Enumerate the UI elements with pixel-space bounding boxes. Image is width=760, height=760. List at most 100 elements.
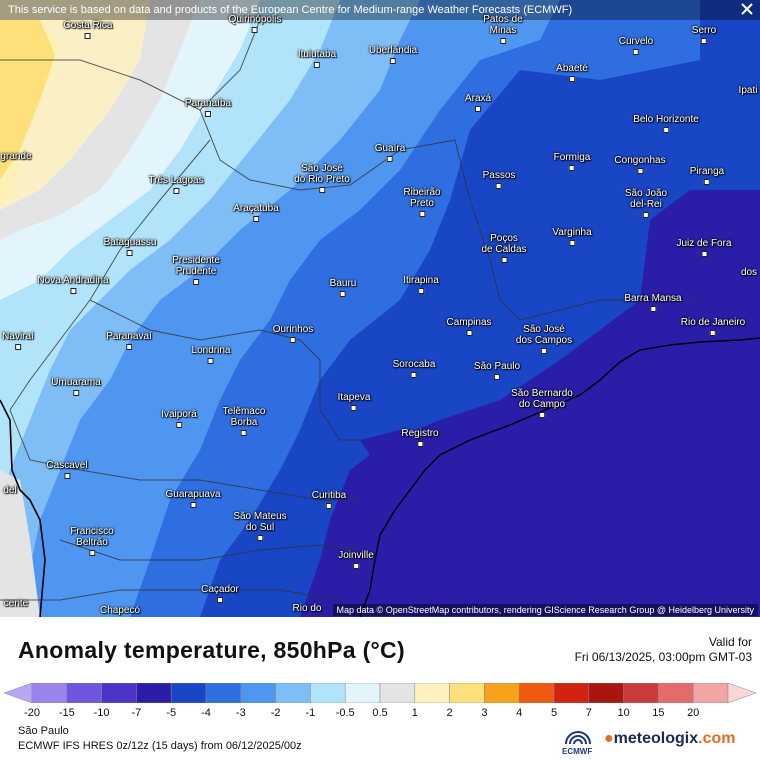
colorbar-tick-label: 1 bbox=[411, 707, 418, 719]
city-marker bbox=[85, 33, 91, 39]
city-label[interactable]: Ivaiporã bbox=[161, 409, 197, 428]
city-label[interactable]: Curitiba bbox=[312, 490, 346, 509]
city-label[interactable]: Campinas bbox=[446, 317, 492, 336]
city-label[interactable]: Umuarama bbox=[51, 377, 101, 396]
city-label[interactable]: Belo Horizonte bbox=[633, 114, 699, 133]
colorbar-swatch bbox=[170, 683, 207, 703]
city-label[interactable]: Francisco Beltrão bbox=[70, 526, 114, 556]
valid-date: Fri 06/13/2025, 03:00pm GMT-03 bbox=[574, 650, 752, 664]
city-label[interactable]: Telêmaco Borba bbox=[223, 406, 265, 436]
city-label[interactable]: Paranaíba bbox=[185, 98, 231, 117]
colorbar-tick-label: -3 bbox=[235, 707, 246, 719]
city-label[interactable]: Serro bbox=[692, 25, 716, 44]
ecmwf-logo-text: ECMWF bbox=[562, 747, 593, 756]
city-label[interactable]: Londrina bbox=[192, 345, 230, 364]
city-marker bbox=[73, 390, 79, 396]
city-label[interactable]: São Mateus do Sul bbox=[233, 511, 287, 541]
close-icon[interactable] bbox=[740, 2, 754, 16]
city-marker bbox=[709, 330, 716, 336]
colorbar-tick-label: 0.5 bbox=[372, 707, 388, 719]
city-label[interactable]: Juiz de Fora bbox=[676, 238, 732, 257]
city-label[interactable]: Cascavel bbox=[46, 460, 88, 479]
city-marker bbox=[390, 58, 396, 64]
city-label[interactable]: Bataguassu bbox=[104, 237, 156, 256]
city-marker bbox=[69, 288, 76, 294]
city-label[interactable]: Registro bbox=[401, 428, 439, 447]
city-label[interactable]: Guarapuava bbox=[165, 489, 221, 508]
city-label[interactable]: Varginha bbox=[552, 227, 592, 246]
city-label[interactable]: Joinville bbox=[338, 550, 374, 569]
city-label[interactable]: Uberlândia bbox=[369, 45, 417, 64]
colorbar-swatch bbox=[66, 683, 102, 703]
meteologix-logo[interactable]: ●meteologix.com bbox=[604, 730, 735, 748]
city-label[interactable]: Rio de Janeiro bbox=[681, 317, 745, 336]
city-label[interactable]: Abaeté bbox=[556, 63, 588, 82]
city-marker bbox=[495, 183, 502, 189]
colorbar-tick-label: 3 bbox=[481, 707, 488, 719]
city-label[interactable]: Piranga bbox=[690, 166, 724, 185]
city-label[interactable]: Paranavaí bbox=[106, 331, 152, 350]
city-label[interactable]: Congonhas bbox=[614, 155, 666, 174]
city-label[interactable]: Ourinhos bbox=[273, 324, 313, 343]
city-label[interactable]: Formiga bbox=[554, 152, 590, 171]
colorbar-tick-label: 7 bbox=[585, 707, 592, 719]
colorbar-tick-label: -10 bbox=[93, 707, 110, 719]
city-label[interactable]: Patos de Minas bbox=[483, 14, 523, 44]
colorbar-swatch bbox=[205, 683, 242, 703]
city-label[interactable]: São Paulo bbox=[474, 361, 520, 380]
city-label[interactable]: del bbox=[3, 485, 17, 496]
colorbar-tick-label: -20 bbox=[24, 707, 40, 719]
city-label[interactable]: Passos bbox=[483, 170, 515, 189]
legend-footer: Anomaly temperature, 850hPa (°C) Valid f… bbox=[0, 617, 760, 760]
city-marker bbox=[319, 187, 325, 193]
city-label[interactable]: Sorocaba bbox=[393, 359, 435, 378]
colorbar-swatch bbox=[449, 683, 485, 703]
city-label[interactable]: Chapecó bbox=[99, 605, 141, 616]
city-label[interactable]: Três Lagoas bbox=[148, 175, 204, 194]
city-label[interactable]: Presidente Prudente bbox=[172, 255, 220, 285]
city-label[interactable]: Poços de Caldas bbox=[481, 233, 527, 263]
city-label[interactable]: Caçador bbox=[201, 584, 239, 603]
colorbar-tick-label: -7 bbox=[131, 707, 142, 719]
city-label[interactable]: Nova Andradina bbox=[37, 275, 109, 294]
city-label[interactable]: Itapeva bbox=[338, 392, 370, 411]
color-scale-ticks: -20 -15 -10 -7 -5 -4 -3 -2 -1 -0.5 0.5 1 2 3 4 5 7 10 15 20 bbox=[0, 707, 760, 721]
city-marker bbox=[126, 250, 133, 256]
city-label[interactable]: São Bernardo do Campo bbox=[511, 388, 573, 418]
city-marker bbox=[241, 430, 247, 436]
city-label[interactable]: Araxá bbox=[465, 93, 491, 112]
city-label[interactable]: Ipati bbox=[738, 85, 758, 96]
city-label[interactable]: Guaíra bbox=[375, 143, 405, 162]
city-label[interactable]: Bauru bbox=[330, 278, 356, 297]
city-label[interactable]: São João del-Rei bbox=[625, 188, 667, 218]
city-marker bbox=[475, 106, 481, 112]
map-area[interactable]: This service is based on data and produc… bbox=[0, 0, 760, 617]
city-label[interactable]: grande bbox=[0, 151, 32, 162]
colorbar-swatch bbox=[344, 683, 381, 703]
city-label[interactable]: São José do Rio Preto bbox=[294, 163, 350, 193]
city-label[interactable]: Curvelo bbox=[619, 36, 653, 55]
colorbar-tick-label: -5 bbox=[166, 707, 177, 719]
city-marker bbox=[207, 358, 214, 364]
city-label[interactable]: Ribeirão Preto bbox=[403, 187, 441, 217]
city-marker bbox=[417, 288, 424, 294]
city-label[interactable]: Rio do bbox=[292, 603, 322, 614]
colorbar-swatch bbox=[240, 683, 276, 703]
colorbar-swatch bbox=[414, 683, 450, 703]
city-label[interactable]: Barra Mansa bbox=[624, 293, 682, 312]
city-marker bbox=[205, 111, 211, 117]
city-label[interactable]: cente bbox=[3, 598, 29, 609]
city-label[interactable]: Quirinópolis bbox=[229, 14, 281, 33]
city-label[interactable]: São José dos Campos bbox=[516, 324, 572, 354]
city-label[interactable]: Araçatuba bbox=[233, 203, 279, 222]
city-label[interactable]: Naviraí bbox=[2, 331, 34, 350]
meteologix-logo-icon: ● bbox=[604, 730, 614, 747]
city-label[interactable]: Ituiutaba bbox=[298, 49, 336, 68]
city-label[interactable]: Costa Rica bbox=[64, 20, 112, 39]
city-label[interactable]: Itirapina bbox=[403, 275, 439, 294]
colorbar-tick-label: 10 bbox=[617, 707, 630, 719]
city-marker bbox=[253, 216, 259, 222]
city-label[interactable]: dos bbox=[740, 267, 758, 278]
colorbar-swatch bbox=[518, 683, 555, 703]
colorbar-swatch bbox=[31, 683, 68, 703]
